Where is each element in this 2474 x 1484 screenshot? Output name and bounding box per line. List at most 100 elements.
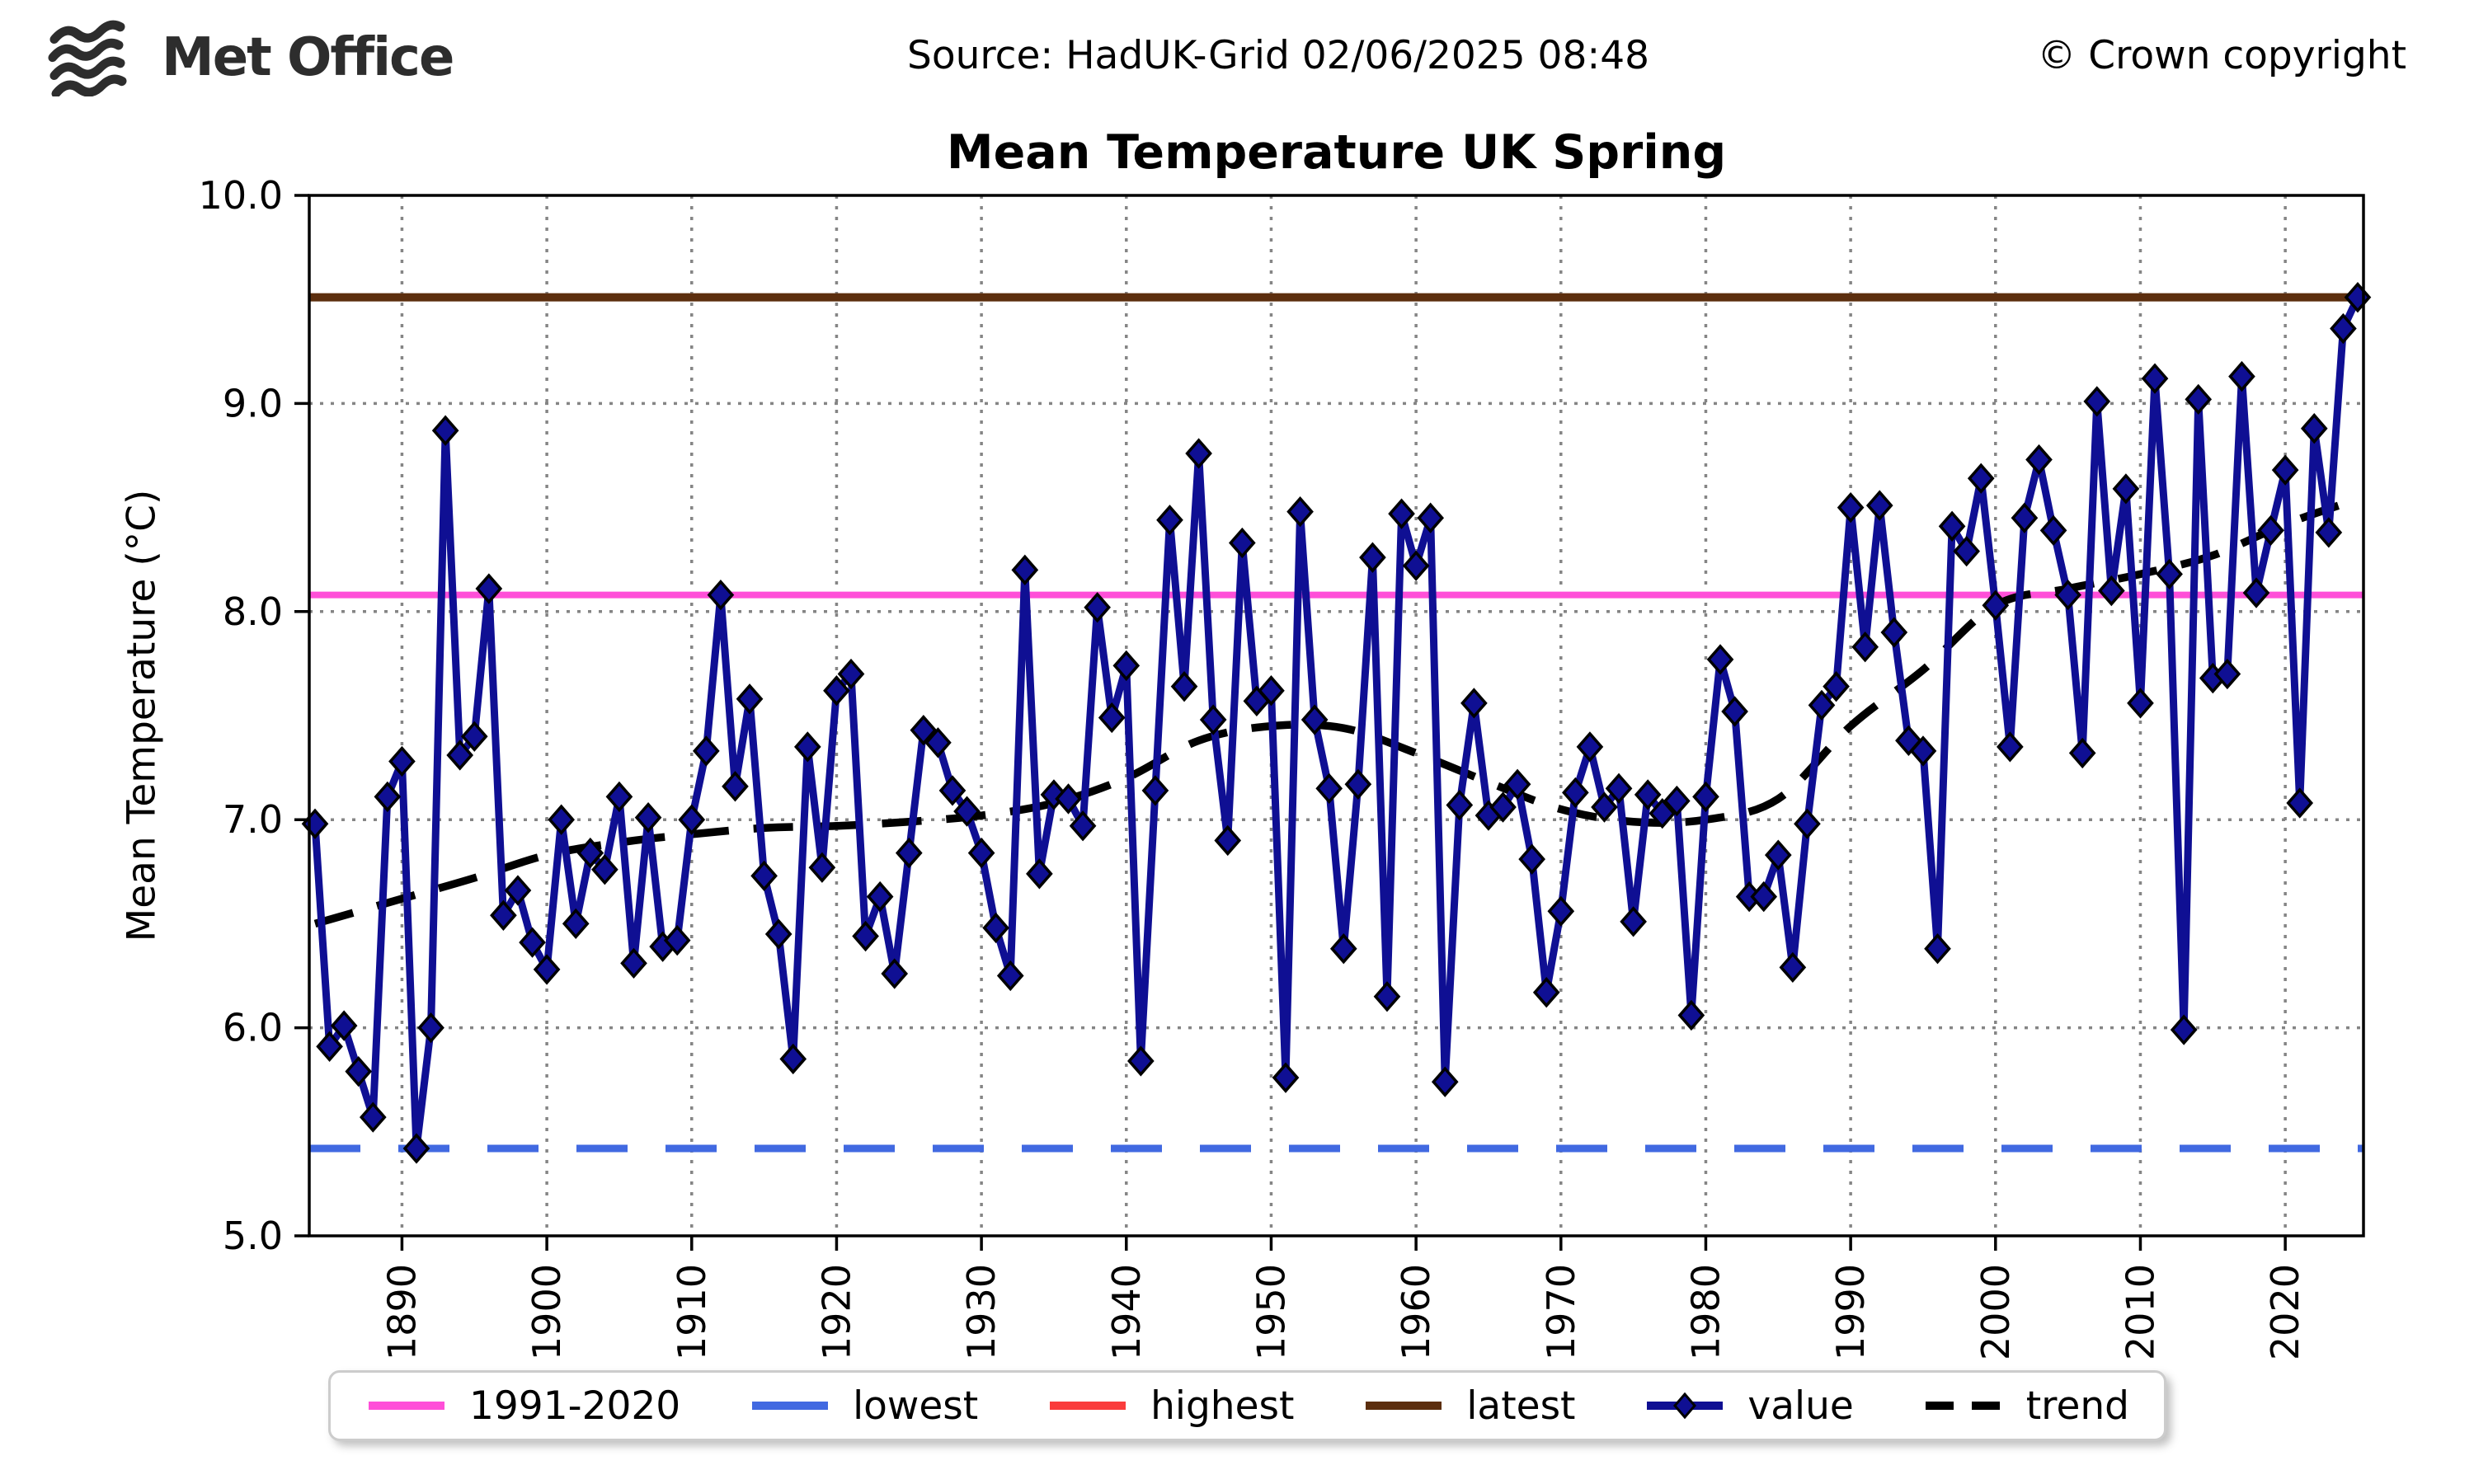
value-marker [475,573,503,604]
value-marker [1329,933,1357,965]
value-marker [736,683,764,715]
value-marker [1692,781,1719,813]
y-tick-label: 8.0 [223,589,283,634]
value-marker [2141,363,2169,394]
legend-swatch-highest-icon [1050,1402,1126,1410]
value-marker [1865,490,1893,521]
value-marker [1214,824,1242,857]
value-marker [1677,999,1705,1031]
value-marker [1185,438,1212,469]
x-tick-label: 1910 [670,1264,714,1360]
legend-item-latest: latest [1362,1383,1575,1429]
value-marker [2330,312,2357,345]
value-marker [1851,632,1879,663]
value-marker [1228,527,1256,559]
value-marker [2315,517,2343,548]
legend-item-1991-2020: 1991-2020 [365,1383,680,1429]
value-marker [678,804,706,835]
value-marker [2127,688,2154,719]
value-marker [1997,731,2024,763]
value-marker [1258,675,1285,707]
source-text: Source: HadUK-Grid 02/06/2025 08:48 [907,33,1649,78]
value-marker [1532,977,1560,1008]
value-marker [417,1012,444,1044]
legend-label: trend [2025,1383,2129,1429]
legend-swatch-trend-icon [1925,1402,2001,1410]
value-marker [2011,502,2039,533]
value-marker [1750,881,1778,913]
value-marker [779,1043,807,1075]
value-marker [1460,688,1488,719]
value-marker [1069,810,1097,842]
legend-item-trend: trend [1922,1383,2129,1429]
value-marker [1794,808,1821,839]
value-marker [852,920,879,952]
value-marker [1170,671,1198,702]
copyright-text: © Crown copyright [2037,33,2406,78]
value-marker [620,947,647,979]
value-marker [837,658,865,690]
value-marker [1300,704,1329,735]
value-marker [446,740,474,771]
value-marker [562,908,590,940]
value-marker [519,927,546,958]
value-marker [707,579,735,611]
value-marker [1489,791,1517,823]
legend-swatch-lowest-icon [752,1402,829,1410]
x-tick-label: 1950 [1249,1264,1293,1360]
value-marker [2068,737,2096,769]
value-marker [1924,933,1951,965]
value-marker [1823,671,1850,702]
value-marker [750,860,778,892]
value-marker [2025,444,2053,476]
value-marker [693,735,720,767]
y-tick-label: 10.0 [199,173,283,218]
x-tick-label: 2000 [1973,1264,2018,1360]
value-marker [1127,1045,1155,1077]
legend-item-highest: highest [1047,1383,1294,1429]
value-marker [1880,617,1908,648]
legend-label: highest [1150,1383,1295,1429]
x-tick-label: 2020 [2263,1264,2307,1360]
value-marker [316,1031,343,1062]
value-marker [1605,773,1633,804]
value-marker [1098,702,1126,734]
value-marker [895,837,923,869]
value-marker [1953,535,1980,567]
x-tick-label: 1940 [1104,1264,1149,1360]
legend-label: value [1747,1383,1854,1429]
value-marker [982,912,1010,944]
value-marker [722,771,749,802]
value-marker [431,415,459,446]
value-marker [1011,554,1039,585]
met-office-logo-text: Met Office [162,26,454,88]
value-marker [576,837,604,869]
y-tick-label: 6.0 [223,1006,283,1050]
x-tick-label: 1960 [1394,1264,1438,1360]
value-marker [1721,696,1748,727]
value-marker [910,715,938,746]
value-marker [1156,505,1183,536]
value-marker [1055,783,1082,815]
value-marker [924,727,952,758]
y-tick-label: 5.0 [223,1214,283,1258]
value-marker [1286,495,1314,528]
value-marker [2039,514,2067,547]
value-marker [591,854,618,885]
x-tick-label: 1890 [379,1264,424,1360]
value-marker [1084,592,1111,623]
value-marker [663,924,691,956]
value-marker [634,802,662,834]
plot-border [308,194,2365,1237]
x-tick-label: 1980 [1683,1264,1728,1360]
value-marker [2300,413,2328,444]
value-marker [490,899,517,931]
value-marker [1344,768,1372,800]
value-marker [1026,858,1053,890]
value-marker [605,781,633,813]
value-marker [2271,454,2299,486]
value-marker [1315,773,1343,804]
trend-line [313,495,2359,928]
legend-item-value: value [1644,1383,1854,1429]
